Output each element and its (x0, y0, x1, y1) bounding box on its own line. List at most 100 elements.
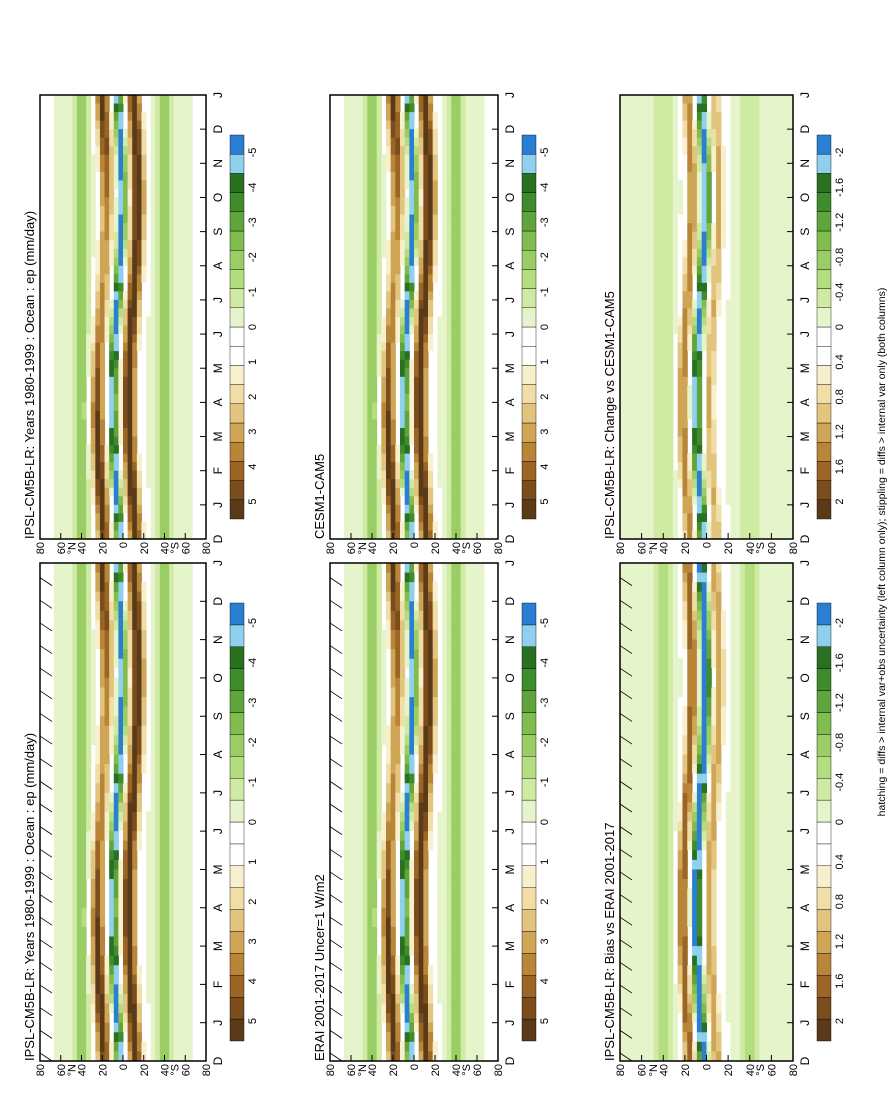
heatmap-cell (86, 581, 92, 592)
heatmap-cell (187, 830, 193, 841)
heatmap-cell (86, 591, 92, 602)
heatmap-cell (409, 696, 415, 707)
heatmap-cell (418, 495, 424, 505)
heatmap-cell (150, 179, 156, 189)
heatmap-cell (479, 1041, 485, 1052)
heatmap-cell (132, 444, 138, 454)
heatmap-cell (400, 687, 406, 698)
heatmap-cell (123, 179, 129, 189)
colorbar-swatch (521, 624, 537, 647)
heatmap-cell (372, 504, 378, 514)
heatmap-cell (367, 897, 373, 908)
heatmap-cell (348, 521, 354, 531)
heatmap-cell (159, 763, 165, 774)
heatmap-cell (132, 512, 138, 522)
heatmap-cell (446, 734, 452, 745)
heatmap-cell (86, 744, 92, 755)
heatmap-cell (182, 231, 189, 241)
heatmap-cell (348, 830, 354, 841)
heatmap-cell (400, 610, 406, 621)
heatmap-cell (362, 401, 368, 411)
heatmap-cell (479, 993, 485, 1004)
heatmap-cell (86, 282, 92, 292)
heatmap-cell (400, 801, 406, 812)
heatmap-cell (95, 840, 101, 851)
heatmap-cell (150, 926, 156, 937)
heatmap-cell (72, 610, 78, 621)
heatmap-cell (127, 983, 133, 994)
heatmap-cell (118, 384, 124, 394)
heatmap-cell (113, 529, 119, 539)
heatmap-cell (479, 648, 485, 659)
heatmap-cell (67, 495, 73, 505)
heatmap-cell (446, 487, 452, 497)
heatmap-cell (367, 725, 373, 736)
heatmap-cell (99, 231, 106, 241)
heatmap-cell (150, 801, 156, 812)
heatmap-cell (446, 600, 452, 611)
heatmap-cell (164, 619, 170, 631)
heatmap-cell (465, 830, 471, 841)
heatmap-cell (113, 154, 119, 164)
heatmap-cell (118, 945, 124, 956)
heatmap-cell (376, 629, 382, 640)
heatmap-cell (159, 94, 165, 104)
heatmap-cell (353, 868, 359, 880)
heatmap-cell (446, 955, 452, 966)
heatmap-cell (390, 840, 396, 851)
heatmap-cell (386, 897, 392, 908)
heatmap-cell (395, 1022, 401, 1033)
heatmap-cell (95, 792, 101, 803)
heatmap-cell (178, 619, 184, 631)
heatmap-cell (362, 461, 368, 471)
heatmap-cell (141, 696, 147, 707)
heatmap-cell (169, 1041, 175, 1052)
heatmap-cell (404, 487, 410, 497)
heatmap-cell (404, 926, 410, 937)
heatmap-cell (123, 393, 129, 403)
heatmap-cell (113, 926, 119, 937)
heatmap-cell (414, 964, 420, 975)
heatmap-cell (95, 128, 101, 138)
heatmap-cell (76, 1050, 82, 1061)
heatmap-cell (409, 725, 415, 736)
heatmap-cell (400, 444, 406, 454)
heatmap-cell (99, 410, 106, 420)
heatmap-cell (442, 840, 448, 851)
heatmap-cell (442, 572, 448, 583)
heatmap-cell (53, 282, 59, 292)
heatmap-cell (367, 993, 373, 1004)
heatmap-cell (353, 461, 359, 471)
heatmap-cell (348, 945, 354, 956)
heatmap-cell (67, 639, 73, 650)
heatmap-cell (404, 725, 410, 736)
heatmap-cell (136, 677, 142, 688)
heatmap-cell (141, 214, 147, 224)
heatmap-cell (159, 600, 165, 611)
heatmap-cell (67, 196, 73, 206)
heatmap-cell (72, 974, 78, 985)
heatmap-cell (344, 715, 350, 726)
heatmap-cell (404, 878, 410, 889)
heatmap-cell (178, 1031, 184, 1042)
heatmap-cell (451, 562, 457, 573)
heatmap-cell (72, 393, 78, 403)
heatmap-cell (127, 495, 133, 505)
heatmap-cell (136, 333, 142, 343)
heatmap-cell (113, 248, 119, 258)
heatmap-cell (169, 878, 175, 889)
heatmap-cell (72, 945, 78, 956)
heatmap-cell (344, 935, 350, 947)
heatmap-cell (173, 222, 179, 232)
heatmap-cell (136, 600, 142, 611)
heatmap-cell (178, 773, 184, 784)
heatmap-cell (109, 529, 115, 539)
heatmap-cell (104, 504, 110, 514)
heatmap-cell (164, 868, 170, 880)
heatmap-cell (58, 687, 64, 698)
heatmap-cell (479, 859, 485, 870)
heatmap-cell (437, 974, 443, 985)
heatmap-cell (164, 470, 170, 480)
heatmap-cell (400, 725, 406, 736)
heatmap-cell (173, 878, 179, 889)
